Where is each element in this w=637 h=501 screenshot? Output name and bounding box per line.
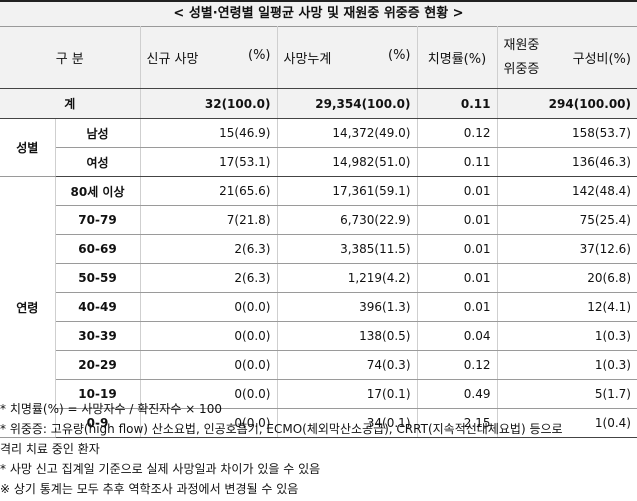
cell-new-deaths: 2(6.3) xyxy=(139,263,278,293)
group-label-age: 연령 xyxy=(0,176,56,438)
table-row: 50-59 2(6.3) 1,219(4.2) 0.01 20(6.8) xyxy=(0,263,637,293)
total-fatality: 0.11 xyxy=(416,88,498,119)
row-label: 70-79 xyxy=(55,205,141,235)
table-row: 성별 남성 15(46.9) 14,372(49.0) 0.12 158(53.… xyxy=(0,118,637,177)
total-new-deaths: 32(100.0) xyxy=(139,88,278,119)
footnote-fatality: * 치명률(%) = 사망자수 / 확진자수 × 100 xyxy=(0,402,222,416)
header-group: 구 분 xyxy=(0,26,141,89)
cell-cum-deaths: 14,982(51.0) xyxy=(276,147,418,177)
cell-severe: 136(46.3) xyxy=(496,147,637,177)
footnote-report-date: * 사망 신고 집계일 기준으로 실제 사망일과 차이가 있을 수 있음 xyxy=(0,462,321,476)
cell-severe: 1(0.3) xyxy=(496,350,637,380)
cell-fatality: 0.12 xyxy=(416,350,498,380)
row-label: 남성 xyxy=(54,118,141,148)
cell-new-deaths: 7(21.8) xyxy=(139,205,278,235)
row-label: 10-19 xyxy=(55,379,141,409)
cell-cum-deaths: 74(0.3) xyxy=(276,350,418,380)
cell-fatality: 0.01 xyxy=(416,176,498,206)
cell-severe: 20(6.8) xyxy=(496,263,637,293)
header-row: 구 분 신규 사망 (%) 사망누계 (%) 치명률(%) 재원중 위중증 xyxy=(0,26,637,89)
cell-severe: 37(12.6) xyxy=(496,234,637,264)
cell-cum-deaths: 138(0.5) xyxy=(276,321,418,351)
cell-fatality: 0.01 xyxy=(416,292,498,322)
header-severe: 재원중 위중증 구성비(%) xyxy=(496,26,637,89)
table-row: 여성 17(53.1) 14,982(51.0) 0.11 136(46.3) xyxy=(0,147,637,177)
cell-new-deaths: 2(6.3) xyxy=(139,234,278,264)
cell-fatality: 2.15 xyxy=(416,408,498,438)
table-row: 10-19 0(0.0) 17(0.1) 0.49 5(1.7) xyxy=(0,379,637,409)
cell-cum-deaths: 3,385(11.5) xyxy=(276,234,418,264)
cell-new-deaths: 0(0.0) xyxy=(139,321,278,351)
table-row: 30-39 0(0.0) 138(0.5) 0.04 1(0.3) xyxy=(0,321,637,351)
header-new-deaths: 신규 사망 (%) xyxy=(139,26,278,89)
header-severe-line1: 재원중 xyxy=(503,37,540,53)
header-cum-deaths-label: 사망누계 xyxy=(283,52,332,67)
cell-fatality: 0.04 xyxy=(416,321,498,351)
table-row: 70-79 7(21.8) 6,730(22.9) 0.01 75(25.4) xyxy=(0,205,637,235)
cell-fatality: 0.11 xyxy=(416,147,498,177)
row-label: 20-29 xyxy=(55,350,141,380)
cell-new-deaths: 0(0.0) xyxy=(139,350,278,380)
total-label: 계 xyxy=(0,88,141,119)
table-row: 40-49 0(0.0) 396(1.3) 0.01 12(4.1) xyxy=(0,292,637,322)
table-title: < 성별·연령별 일평균 사망 및 재원중 위중증 현황 > xyxy=(0,0,637,26)
cell-new-deaths: 15(46.9) xyxy=(139,118,278,148)
header-cum-deaths: 사망누계 (%) xyxy=(276,26,418,89)
total-cum-deaths: 29,354(100.0) xyxy=(276,88,418,119)
row-label: 0-9 xyxy=(55,408,141,438)
cell-new-deaths: 17(53.1) xyxy=(139,147,278,177)
header-fatality: 치명률(%) xyxy=(416,26,498,89)
cell-cum-deaths: 17,361(59.1) xyxy=(276,176,418,206)
total-row: 계 32(100.0) 29,354(100.0) 0.11 294(100.0… xyxy=(0,88,637,119)
header-new-deaths-unit: (%) xyxy=(248,48,271,63)
footnote-severe-definition: * 위중증: 고유량(high flow) 산소요법, 인공호흡기, ECMO(… xyxy=(0,422,563,436)
cell-cum-deaths: 14,372(49.0) xyxy=(276,118,418,148)
footnote-severe-definition-cont: 격리 치료 중인 환자 xyxy=(0,442,100,456)
cell-fatality: 0.12 xyxy=(416,118,498,148)
cell-cum-deaths: 6,730(22.9) xyxy=(276,205,418,235)
cell-cum-deaths: 396(1.3) xyxy=(276,292,418,322)
group-label-sex: 성별 xyxy=(0,118,56,177)
stats-table: 구 분 신규 사망 (%) 사망누계 (%) 치명률(%) 재원중 위중증 xyxy=(0,26,637,438)
cell-cum-deaths: 34(0.1) xyxy=(276,408,418,438)
row-label: 80세 이상 xyxy=(54,176,141,206)
footnote-revision: ※ 상기 통계는 모두 추후 역학조사 과정에서 변경될 수 있음 xyxy=(0,482,299,496)
cell-fatality: 0.01 xyxy=(416,263,498,293)
cell-new-deaths: 21(65.6) xyxy=(139,176,278,206)
table-row: 20-29 0(0.0) 74(0.3) 0.12 1(0.3) xyxy=(0,350,637,380)
cell-severe: 75(25.4) xyxy=(496,205,637,235)
cell-severe: 5(1.7) xyxy=(496,379,637,409)
row-label: 여성 xyxy=(55,147,141,177)
header-new-deaths-label: 신규 사망 xyxy=(146,52,199,67)
cell-new-deaths: 0(0.0) xyxy=(139,292,278,322)
row-label: 50-59 xyxy=(55,263,141,293)
footnotes: * 치명률(%) = 사망자수 / 확진자수 × 100 * 위중증: 고유량(… xyxy=(0,399,637,499)
cell-severe: 1(0.3) xyxy=(496,321,637,351)
cell-fatality: 0.01 xyxy=(416,205,498,235)
cell-new-deaths: 0(0.0) xyxy=(139,379,278,409)
header-severe-line2: 위중증 xyxy=(503,61,540,77)
cell-severe: 1(0.4) xyxy=(496,408,637,438)
table-row: 60-69 2(6.3) 3,385(11.5) 0.01 37(12.6) xyxy=(0,234,637,264)
table-row: 연령 80세 이상 21(65.6) 17,361(59.1) 0.01 142… xyxy=(0,176,637,438)
cell-fatality: 0.49 xyxy=(416,379,498,409)
cell-cum-deaths: 1,219(4.2) xyxy=(276,263,418,293)
cell-severe: 142(48.4) xyxy=(496,176,637,206)
table-row: 0-9 0(0.0) 34(0.1) 2.15 1(0.4) xyxy=(0,408,637,438)
cell-fatality: 0.01 xyxy=(416,234,498,264)
total-severe: 294(100.00) xyxy=(496,88,637,119)
cell-severe: 12(4.1) xyxy=(496,292,637,322)
cell-new-deaths: 0(0.0) xyxy=(139,408,278,438)
row-label: 30-39 xyxy=(55,321,141,351)
header-cum-deaths-unit: (%) xyxy=(388,48,411,63)
header-severe-ratio: 구성비(%) xyxy=(572,52,631,67)
cell-severe: 158(53.7) xyxy=(496,118,637,148)
row-label: 40-49 xyxy=(55,292,141,322)
row-label: 60-69 xyxy=(55,234,141,264)
